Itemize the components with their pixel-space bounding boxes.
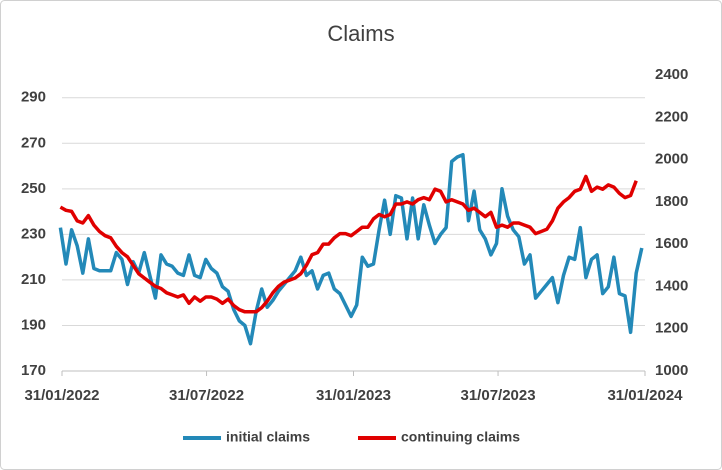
y2-tick-label: 2200 (655, 108, 688, 125)
y2-tick-label: 1600 (655, 235, 688, 252)
y-tick-label: 250 (21, 180, 46, 197)
legend-label: continuing claims (401, 429, 520, 445)
y-tick-label: 190 (21, 316, 46, 333)
y-tick-label: 210 (21, 271, 46, 288)
y2-tick-label: 1000 (655, 362, 688, 379)
legend-label: initial claims (226, 429, 310, 445)
x-tick-label: 31/07/2022 (169, 387, 244, 404)
y2-tick-label: 2400 (655, 66, 688, 83)
x-tick-label: 31/07/2023 (461, 387, 536, 404)
y-tick-label: 230 (21, 225, 46, 242)
x-tick-label: 31/01/2022 (24, 387, 99, 404)
series-line (59, 174, 638, 314)
x-tick-label: 31/01/2023 (316, 387, 391, 404)
chart-title: Claims (327, 21, 394, 46)
y-tick-label: 270 (21, 134, 46, 151)
series-line (58, 152, 644, 346)
x-tick-label: 31/01/2024 (607, 387, 683, 404)
y2-tick-label: 1400 (655, 277, 688, 294)
y2-tick-label: 1800 (655, 193, 688, 210)
y-tick-label: 290 (21, 89, 46, 106)
y-tick-label: 170 (21, 362, 46, 379)
y2-tick-label: 1200 (655, 320, 688, 337)
y2-tick-label: 2000 (655, 151, 688, 168)
